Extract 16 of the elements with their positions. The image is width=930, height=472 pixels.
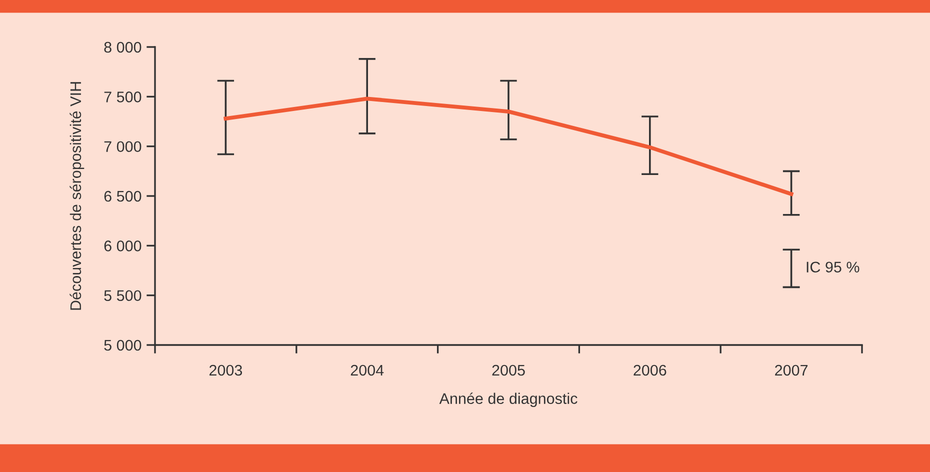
- annotation: IC 95 %: [806, 262, 860, 273]
- line-series: [224, 96, 794, 196]
- y-axis-title: Découvertes de séropositivité VIH: [70, 82, 84, 310]
- y-tick-label: 5 500: [104, 290, 142, 302]
- x-tick-label: 2003: [209, 364, 242, 376]
- x-tick-label: 2006: [634, 364, 666, 376]
- y-tick-label: 6 000: [104, 240, 142, 252]
- x-axis-title: Année de diagnostic: [439, 392, 578, 407]
- y-tick-label: 7 000: [104, 141, 142, 152]
- x-tick-label: 2004: [350, 364, 384, 376]
- y-tick-label: 6 500: [104, 190, 142, 202]
- x-tick-label: 2005: [492, 364, 525, 376]
- x-tick-label: 2007: [775, 364, 808, 376]
- y-tick-label: 7 500: [104, 92, 142, 102]
- y-tick-label: 5 000: [104, 340, 142, 351]
- y-tick-label: 8 000: [104, 42, 142, 53]
